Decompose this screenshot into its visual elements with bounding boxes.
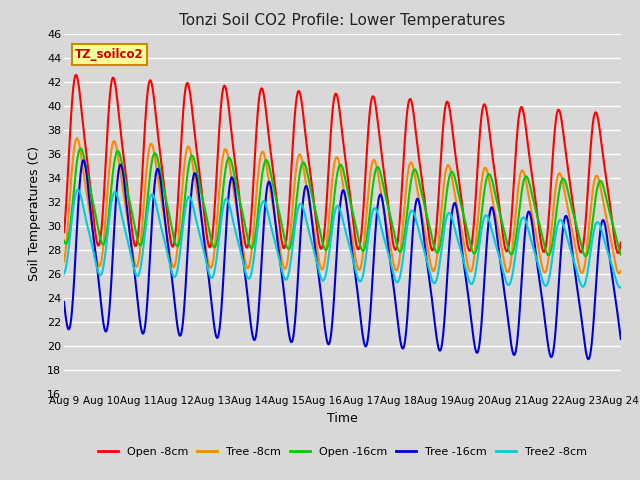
Tree -8cm (60, 259, 68, 264)
Tree -16cm (617, 336, 625, 342)
Tree -16cm (572, 277, 580, 283)
Open -16cm (600, 186, 608, 192)
Open -16cm (60, 238, 68, 243)
Tree -8cm (617, 268, 625, 274)
X-axis label: Time: Time (327, 412, 358, 425)
Tree2 -8cm (60, 271, 68, 276)
Line: Tree -16cm: Tree -16cm (64, 160, 621, 359)
Open -8cm (72, 72, 80, 78)
Tree -16cm (79, 157, 87, 163)
Line: Tree2 -8cm: Tree2 -8cm (64, 190, 621, 288)
Open -8cm (600, 159, 607, 165)
Open -8cm (299, 106, 307, 111)
Tree -16cm (299, 204, 307, 210)
Open -8cm (325, 165, 333, 170)
Open -8cm (294, 89, 302, 95)
Y-axis label: Soil Temperatures (C): Soil Temperatures (C) (28, 146, 42, 281)
Legend: Open -8cm, Tree -8cm, Open -16cm, Tree -16cm, Tree2 -8cm: Open -8cm, Tree -8cm, Open -16cm, Tree -… (94, 443, 591, 461)
Tree2 -8cm (616, 285, 624, 290)
Tree -16cm (600, 218, 608, 224)
Tree2 -8cm (299, 204, 307, 209)
Tree -16cm (325, 341, 333, 347)
Open -16cm (77, 145, 84, 151)
Open -8cm (465, 247, 472, 252)
Open -16cm (299, 160, 307, 166)
Line: Open -8cm: Open -8cm (64, 75, 621, 253)
Open -8cm (572, 226, 580, 232)
Open -16cm (617, 252, 625, 257)
Open -8cm (614, 250, 622, 256)
Tree -16cm (465, 296, 472, 301)
Open -16cm (325, 240, 333, 245)
Tree -16cm (294, 274, 302, 279)
Tree2 -8cm (617, 284, 625, 290)
Open -8cm (60, 229, 68, 235)
Tree -8cm (73, 135, 81, 141)
Line: Tree -8cm: Tree -8cm (64, 138, 621, 274)
Tree2 -8cm (74, 187, 82, 192)
Tree -8cm (600, 203, 607, 208)
Tree2 -8cm (465, 276, 472, 282)
Open -16cm (582, 253, 589, 259)
Line: Open -16cm: Open -16cm (64, 148, 621, 256)
Tree2 -8cm (572, 266, 580, 272)
Tree -8cm (294, 155, 302, 160)
Tree2 -8cm (600, 236, 607, 241)
Tree -16cm (60, 299, 68, 305)
Tree2 -8cm (294, 205, 302, 211)
Title: Tonzi Soil CO2 Profile: Lower Temperatures: Tonzi Soil CO2 Profile: Lower Temperatur… (179, 13, 506, 28)
Tree -16cm (584, 356, 592, 362)
Open -16cm (465, 234, 472, 240)
Open -8cm (617, 240, 625, 245)
Tree -8cm (615, 271, 623, 276)
Tree2 -8cm (325, 253, 333, 259)
Tree -8cm (299, 159, 307, 165)
Text: TZ_soilco2: TZ_soilco2 (75, 48, 144, 61)
Tree -8cm (325, 219, 333, 225)
Tree -8cm (572, 249, 580, 254)
Tree -8cm (465, 265, 472, 271)
Open -16cm (572, 221, 580, 227)
Open -16cm (294, 184, 302, 190)
